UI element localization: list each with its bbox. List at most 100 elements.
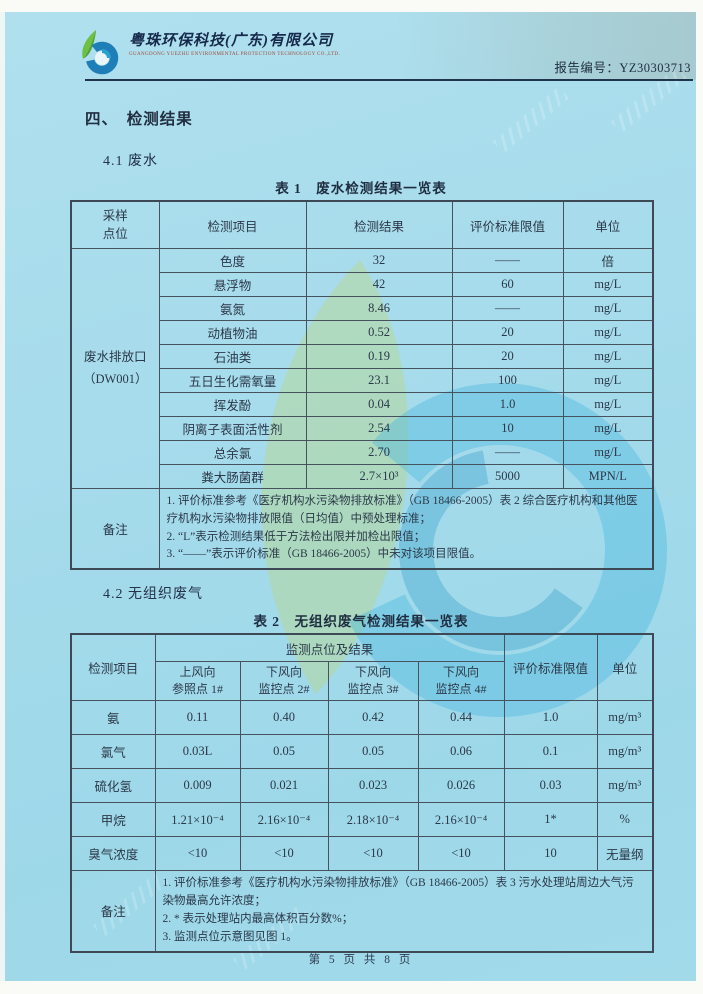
result-cell: 32 bbox=[305, 248, 453, 273]
limit-cell: 100 bbox=[451, 368, 564, 393]
limit-cell: 1* bbox=[503, 802, 598, 838]
col-header-point3: 下风向 监控点 3# bbox=[327, 661, 419, 702]
limit-cell: 5000 bbox=[451, 464, 564, 489]
limit-cell: 20 bbox=[451, 320, 564, 345]
table-row: 氨 0.11 0.40 0.42 0.44 1.0 mg/m³ bbox=[70, 700, 654, 736]
result-cell: 0.52 bbox=[305, 320, 453, 345]
col-header-point1: 上风向 参照点 1# bbox=[154, 661, 241, 702]
item-cell: 氨 bbox=[70, 700, 156, 736]
note-line: 1. 评价标准参考《医疗机构水污染物排放标准》（GB 18466-2005）表 … bbox=[166, 495, 638, 525]
item-cell: 总余氯 bbox=[158, 440, 307, 465]
unit-cell: 无量纲 bbox=[596, 836, 654, 872]
item-cell: 挥发酚 bbox=[158, 392, 307, 417]
item-cell: 石油类 bbox=[158, 344, 307, 369]
col-header-sample-point: 采样 点位 bbox=[70, 200, 160, 249]
note-line: 1. 评价标准参考《医疗机构水污染物排放标准》（GB 18466-2005）表 … bbox=[162, 877, 634, 908]
unit-cell: 倍 bbox=[562, 248, 654, 273]
result-cell: 0.19 bbox=[305, 344, 453, 369]
limit-cell: 0.03 bbox=[503, 768, 598, 804]
result-cell: 2.70 bbox=[305, 440, 453, 465]
company-logo-icon bbox=[82, 30, 119, 75]
sample-point-cell: 废水排放口 （DW001） bbox=[70, 248, 160, 489]
col-header-item: 检测项目 bbox=[70, 633, 156, 702]
item-cell: 硫化氢 bbox=[70, 768, 156, 804]
company-name: 粤珠环保科技(广东)有限公司 bbox=[129, 33, 333, 49]
limit-cell: 1.0 bbox=[503, 700, 598, 736]
unit-cell: MPN/L bbox=[562, 464, 654, 489]
report-number-value: YZ30303713 bbox=[619, 61, 691, 75]
col-header-group: 监测点位及结果 bbox=[154, 633, 505, 663]
point4-cell: 2.16×10⁻⁴ bbox=[417, 802, 505, 838]
limit-cell: —— bbox=[451, 248, 564, 273]
limit-cell: 10 bbox=[451, 416, 564, 441]
note-line: 2. “L”表示检测结果低于方法检出限并加检出限值； bbox=[166, 530, 426, 543]
table-row: 动植物油 0.52 20 mg/L bbox=[71, 320, 654, 345]
table2-title: 表 2 无组织废气检测结果一览表 bbox=[253, 614, 469, 630]
table-row: 废水排放口 （DW001） 色度 32 —— 倍 bbox=[70, 248, 654, 489]
unit-cell: mg/m³ bbox=[596, 734, 654, 770]
table1-title: 表 1 废水检测结果一览表 bbox=[275, 181, 447, 196]
point3-cell: 0.05 bbox=[327, 734, 419, 770]
unit-cell: mg/L bbox=[562, 392, 654, 417]
unit-cell: mg/L bbox=[562, 344, 654, 369]
limit-cell: 20 bbox=[451, 344, 564, 369]
table-row: 氨氮 8.46 —— mg/L bbox=[71, 296, 654, 321]
point2-cell: 0.05 bbox=[239, 734, 329, 770]
table-row: 石油类 0.19 20 mg/L bbox=[71, 344, 654, 369]
col-header-limit: 评价标准限值 bbox=[503, 633, 598, 702]
col-header-unit: 单位 bbox=[596, 633, 654, 702]
point3-cell: 0.42 bbox=[327, 700, 419, 736]
wastewater-results-table: 采样 点位 检测项目 检测结果 评价标准限值 单位 废水排放口 （DW001） … bbox=[70, 200, 654, 571]
table-row: 臭气浓度 <10 <10 <10 <10 10 无量纲 bbox=[70, 836, 654, 872]
point2-cell: <10 bbox=[239, 836, 329, 872]
limit-cell: —— bbox=[451, 296, 564, 321]
item-cell: 悬浮物 bbox=[158, 272, 307, 297]
point2-cell: 2.16×10⁻⁴ bbox=[239, 802, 329, 838]
point1-cell: 1.21×10⁻⁴ bbox=[154, 802, 241, 838]
notes-cell: 1. 评价标准参考《医疗机构水污染物排放标准》（GB 18466-2005）表 … bbox=[158, 488, 654, 570]
point1-cell: 0.11 bbox=[154, 700, 241, 736]
table-notes-row: 备注 1. 评价标准参考《医疗机构水污染物排放标准》（GB 18466-2005… bbox=[70, 870, 654, 952]
note-line: 3. “——”表示评价标准（GB 18466-2005）中未对该项目限值。 bbox=[166, 548, 482, 561]
page-number: 第 5 页 共 8 页 bbox=[308, 954, 414, 966]
subsection-fugitive-gas: 4.2 无组织废气 bbox=[103, 587, 203, 603]
note-label-cell: 备注 bbox=[70, 870, 156, 952]
table-row: 悬浮物 42 60 mg/L bbox=[71, 272, 654, 297]
unit-cell: mg/m³ bbox=[596, 700, 654, 736]
table-row: 氯气 0.03L 0.05 0.05 0.06 0.1 mg/m³ bbox=[70, 734, 654, 770]
company-name-en: GUANGDONG YUEZHU ENVIRONMENTAL PROTECTIO… bbox=[129, 51, 341, 57]
notes-cell: 1. 评价标准参考《医疗机构水污染物排放标准》（GB 18466-2005）表 … bbox=[154, 870, 654, 952]
point3-cell: 0.023 bbox=[327, 768, 419, 804]
limit-cell: 60 bbox=[451, 272, 564, 297]
item-cell: 色度 bbox=[158, 248, 307, 273]
col-header-point4: 下风向 监控点 4# bbox=[417, 661, 505, 702]
col-header-result: 检测结果 bbox=[305, 200, 453, 249]
subsection-wastewater: 4.1 废水 bbox=[103, 154, 158, 169]
scan-edge-right bbox=[696, 0, 703, 994]
table-notes-row: 备注 1. 评价标准参考《医疗机构水污染物排放标准》（GB 18466-2005… bbox=[70, 488, 654, 570]
point4-cell: 0.44 bbox=[417, 700, 505, 736]
limit-cell: 1.0 bbox=[451, 392, 564, 417]
report-number: 报告编号：YZ30303713 bbox=[554, 57, 691, 76]
table-row: 挥发酚 0.04 1.0 mg/L bbox=[71, 392, 654, 417]
col-header-limit: 评价标准限值 bbox=[451, 200, 564, 249]
result-cell: 0.04 bbox=[305, 392, 453, 417]
point4-cell: <10 bbox=[417, 836, 505, 872]
table-row: 甲烷 1.21×10⁻⁴ 2.16×10⁻⁴ 2.18×10⁻⁴ 2.16×10… bbox=[70, 802, 654, 838]
waste-gas-results-table: 检测项目 监测点位及结果 评价标准限值 单位 上风向 参照点 1# 下风向 监控… bbox=[70, 633, 655, 953]
unit-cell: % bbox=[596, 802, 654, 838]
point3-cell: <10 bbox=[327, 836, 419, 872]
note-line: 2. * 表示处理站内最高体积百分数%； bbox=[162, 912, 354, 925]
item-cell: 臭气浓度 bbox=[70, 836, 156, 872]
point2-cell: 0.021 bbox=[239, 768, 329, 804]
scan-edge-left bbox=[0, 0, 5, 994]
unit-cell: mg/L bbox=[562, 320, 654, 345]
note-line: 3. 监测点位示意图见图 1。 bbox=[162, 930, 298, 943]
point4-cell: 0.026 bbox=[417, 768, 505, 804]
table-row: 硫化氢 0.009 0.021 0.023 0.026 0.03 mg/m³ bbox=[70, 768, 654, 804]
note-label-cell: 备注 bbox=[70, 488, 160, 570]
item-cell: 粪大肠菌群 bbox=[158, 464, 307, 489]
unit-cell: mg/m³ bbox=[596, 768, 654, 804]
point4-cell: 0.06 bbox=[417, 734, 505, 770]
point1-cell: 0.009 bbox=[154, 768, 241, 804]
